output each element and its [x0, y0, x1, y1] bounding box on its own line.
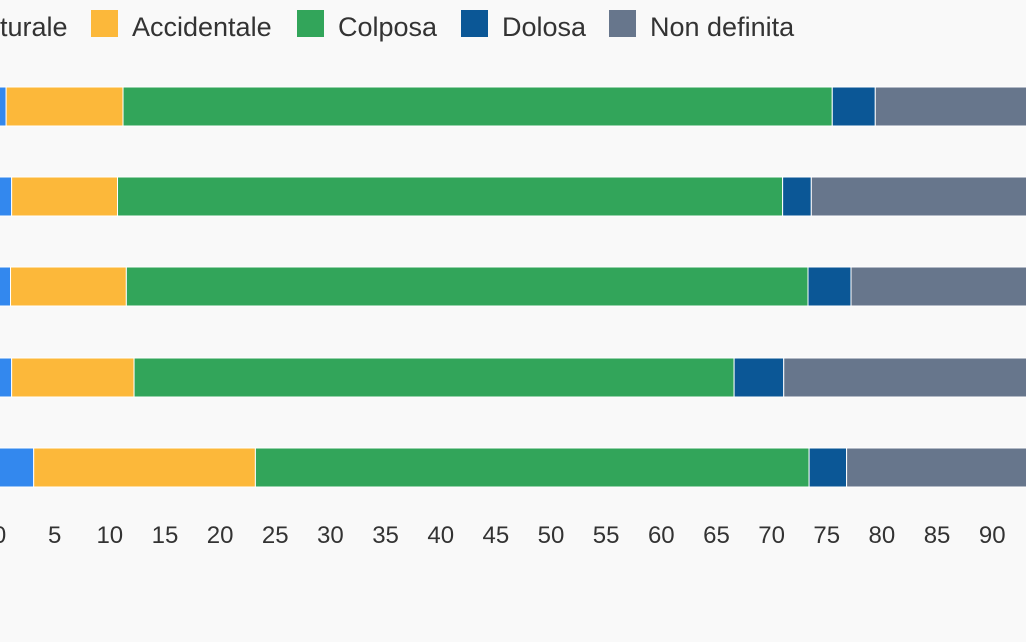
x-tick-label-85: 85: [924, 522, 951, 549]
legend-swatch-non-definita[interactable]: [609, 10, 636, 37]
bar-segment-accidentale-row-2[interactable]: [11, 176, 119, 217]
x-tick-label-65: 65: [703, 522, 730, 549]
bar-segment-accidentale-row-1[interactable]: [5, 86, 124, 127]
bar-segment-accidentale-row-3[interactable]: [10, 266, 127, 307]
bar-segment-non-definita-row-1[interactable]: [874, 86, 1026, 127]
bar-segment-colposa-row-2[interactable]: [117, 176, 784, 217]
x-tick-label-0: 0: [0, 522, 6, 549]
x-tick-label-15: 15: [152, 522, 179, 549]
legend-swatch-accidentale[interactable]: [91, 10, 118, 37]
bar-segment-accidentale-row-4[interactable]: [11, 357, 135, 398]
legend-swatch-dolosa[interactable]: [461, 10, 488, 37]
legend-swatch-colposa[interactable]: [297, 10, 324, 37]
bar-segment-naturale-row-1[interactable]: [0, 86, 7, 127]
x-tick-label-35: 35: [372, 522, 399, 549]
bar-segment-dolosa-row-3[interactable]: [807, 266, 852, 307]
bar-segment-colposa-row-3[interactable]: [125, 266, 809, 307]
x-tick-label-30: 30: [317, 522, 344, 549]
x-axis: 0 5 10 15 20 25 30 35 40 45 50 55 60 65 70 75 80 85 90: [0, 522, 1006, 549]
bar-segment-naturale-row-2[interactable]: [0, 176, 13, 217]
bar-segment-dolosa-row-2[interactable]: [782, 176, 812, 217]
bar-segment-dolosa-row-1[interactable]: [831, 86, 876, 127]
bar-segment-non-definita-row-4[interactable]: [783, 357, 1026, 398]
bar-segment-dolosa-row-4[interactable]: [733, 357, 785, 398]
bar-segment-non-definita-row-2[interactable]: [810, 176, 1026, 217]
bar-segment-accidentale-row-5[interactable]: [33, 447, 256, 488]
bar-segment-colposa-row-1[interactable]: [122, 86, 833, 127]
bar-segment-naturale-row-5[interactable]: [0, 447, 35, 488]
bar-segment-dolosa-row-5[interactable]: [808, 447, 848, 488]
x-tick-label-80: 80: [869, 522, 896, 549]
bar-segment-naturale-row-4[interactable]: [0, 357, 13, 398]
x-tick-label-5: 5: [48, 522, 61, 549]
legend: turale Accidentale Colposa Dolosa Non defini…: [0, 10, 795, 42]
legend-label-dolosa[interactable]: Dolosa: [502, 12, 587, 42]
x-tick-label-20: 20: [207, 522, 234, 549]
bar-segment-colposa-row-5[interactable]: [254, 447, 810, 488]
legend-label-accidentale[interactable]: Accidentale: [132, 12, 272, 42]
x-tick-label-45: 45: [482, 522, 509, 549]
x-tick-label-75: 75: [813, 522, 840, 549]
x-tick-label-50: 50: [538, 522, 565, 549]
x-tick-label-25: 25: [262, 522, 289, 549]
x-tick-label-70: 70: [758, 522, 785, 549]
x-tick-label-90: 90: [979, 522, 1006, 549]
x-tick-label-40: 40: [427, 522, 454, 549]
bars: [0, 86, 1026, 488]
x-tick-label-10: 10: [96, 522, 123, 549]
legend-label-naturale: turale: [0, 12, 68, 42]
legend-label-non-definita[interactable]: Non definita: [650, 12, 795, 42]
bar-segment-colposa-row-4[interactable]: [133, 357, 735, 398]
x-tick-label-60: 60: [648, 522, 675, 549]
bar-segment-naturale-row-3[interactable]: [0, 266, 12, 307]
legend-label-colposa[interactable]: Colposa: [338, 12, 438, 42]
bar-segment-non-definita-row-5[interactable]: [846, 447, 1026, 488]
x-tick-label-55: 55: [593, 522, 620, 549]
bar-segment-non-definita-row-3[interactable]: [850, 266, 1026, 307]
